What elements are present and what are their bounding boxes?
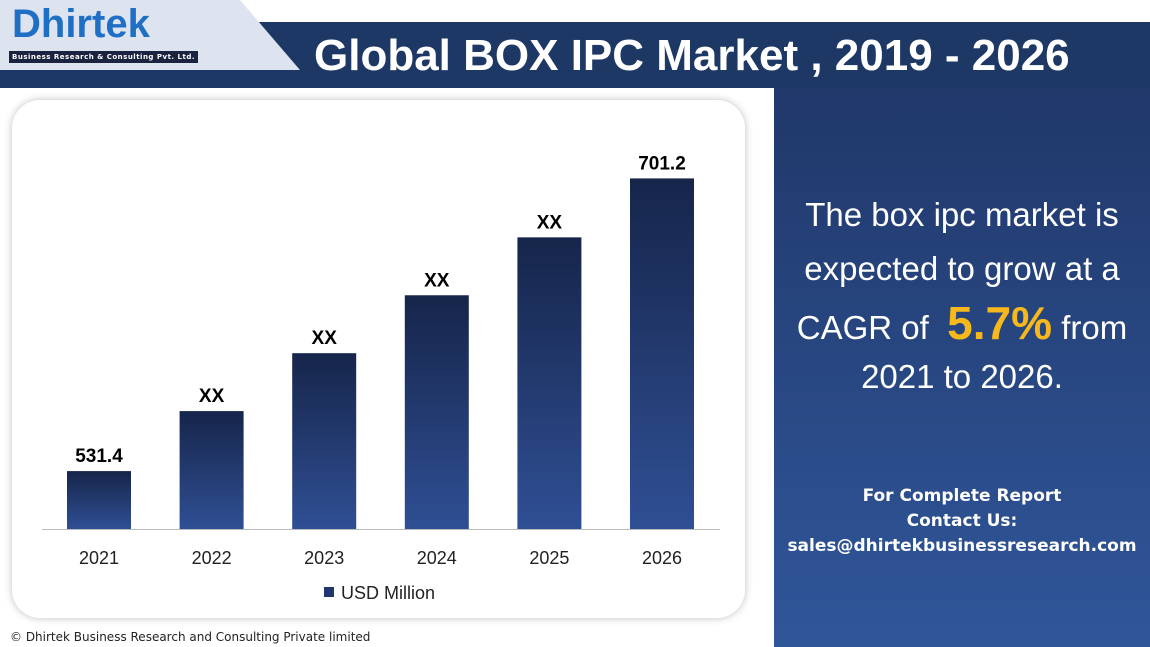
bar-2026 xyxy=(630,178,694,530)
logo-tagline: Business Research & Consulting Pvt. Ltd. xyxy=(9,51,198,63)
data-label: XX xyxy=(424,270,450,291)
cagr-value: 5.7% xyxy=(947,297,1053,349)
summary-line: The box ipc market is xyxy=(805,196,1119,233)
summary-panel: The box ipc market is expected to grow a… xyxy=(774,88,1150,647)
data-label: XX xyxy=(312,328,338,349)
data-label: XX xyxy=(537,212,563,233)
x-tick-label: 2022 xyxy=(192,548,232,568)
data-label: 701.2 xyxy=(638,153,686,174)
bar-2024 xyxy=(404,295,469,529)
data-label: 531.4 xyxy=(75,446,123,467)
summary-line: CAGR of 5.7% from xyxy=(774,296,1150,350)
logo-wordmark: Dhirtek xyxy=(12,2,150,46)
legend-swatch xyxy=(324,587,334,597)
contact-line: For Complete Report xyxy=(862,486,1062,506)
summary-text-part: from xyxy=(1061,309,1128,346)
contact-line: Contact Us: xyxy=(906,511,1018,531)
summary-text: The box ipc market is expected to grow a… xyxy=(774,188,1150,404)
page-title: Global BOX IPC Market , 2019 - 2026 xyxy=(314,31,1070,80)
x-tick-label: 2026 xyxy=(642,548,682,568)
x-tick-label: 2024 xyxy=(417,548,457,568)
bar-2022 xyxy=(179,411,244,529)
bar-2025 xyxy=(517,237,582,530)
x-tick-label: 2021 xyxy=(79,548,119,568)
summary-line: expected to grow at a xyxy=(804,250,1120,287)
bar-2021 xyxy=(67,471,131,529)
bar-2023 xyxy=(292,353,357,529)
summary-text-part: CAGR of xyxy=(796,309,929,346)
contact-info: For Complete Report Contact Us: sales@dh… xyxy=(774,484,1150,559)
copyright-footer: © Dhirtek Business Research and Consulti… xyxy=(10,630,371,644)
data-label: XX xyxy=(199,386,225,407)
legend-label: USD Million xyxy=(341,583,435,603)
chart-card xyxy=(12,100,745,618)
x-tick-label: 2023 xyxy=(304,548,344,568)
x-tick-label: 2025 xyxy=(529,548,569,568)
summary-line: 2021 to 2026. xyxy=(861,358,1063,395)
company-logo: Dhirtek Business Research & Consulting P… xyxy=(6,2,216,66)
bar-chart: 531.4 2021 XX 2022 XX 2023 XX 2024 XX 2025 701.2 20… xyxy=(42,153,720,603)
contact-email[interactable]: sales@dhirtekbusinessresearch.com xyxy=(787,536,1137,556)
